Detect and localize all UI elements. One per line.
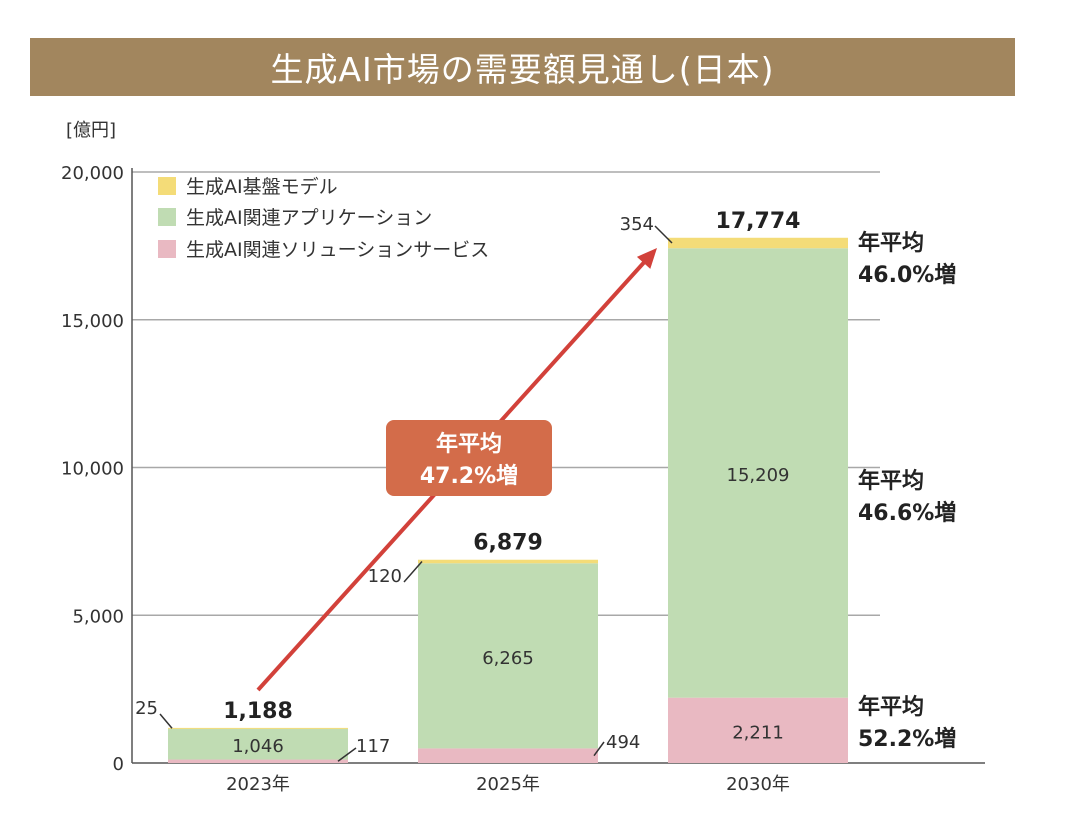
y-tick-label: 5,000 (72, 606, 124, 627)
data-label: 494 (606, 732, 640, 753)
y-tick-label: 10,000 (61, 459, 124, 480)
segment-cagr-line2: 52.2%増 (858, 726, 956, 752)
y-tick-label: 20,000 (61, 163, 124, 184)
chart-title: 生成AI市場の需要額見通し(日本) (270, 50, 775, 89)
total-label: 1,188 (223, 699, 293, 724)
x-tick-label: 2025年 (476, 774, 540, 795)
legend-label: 生成AI基盤モデル (186, 176, 338, 198)
y-axis-unit: [億円] (66, 120, 116, 141)
segment-cagr-line2: 46.0%増 (858, 262, 956, 288)
x-tick-label: 2023年 (226, 774, 290, 795)
x-tick-label: 2030年 (726, 774, 790, 795)
bar-segment (168, 728, 348, 760)
growth-arrow-head (636, 248, 657, 269)
data-label: 2,211 (732, 722, 784, 743)
bar-segment (418, 748, 598, 763)
bar-segment (668, 248, 848, 698)
bar-segment (418, 563, 598, 749)
cagr-badge-line2: 47.2%増 (420, 463, 518, 489)
bar-segment (668, 237, 848, 249)
data-label: 354 (620, 214, 654, 235)
y-tick-label: 15,000 (61, 311, 124, 332)
leader-line (593, 741, 605, 757)
total-label: 6,879 (473, 531, 543, 556)
bar-segment (168, 727, 348, 729)
segment-cagr-line2: 46.6%増 (858, 500, 956, 526)
legend-swatch (158, 208, 176, 226)
data-label: 25 (135, 698, 158, 719)
data-label: 120 (368, 566, 402, 587)
segment-cagr-line1: 年平均 (858, 694, 924, 720)
leader-line (337, 747, 357, 762)
segment-cagr-line1: 年平均 (858, 230, 924, 256)
data-label: 1,046 (232, 736, 284, 757)
leader-line (403, 561, 423, 583)
segment-cagr-line1: 年平均 (858, 468, 924, 494)
total-label: 17,774 (716, 209, 801, 234)
cagr-badge-line1: 年平均 (436, 431, 502, 457)
y-tick-label: 0 (113, 754, 124, 775)
legend-swatch (158, 240, 176, 258)
bar-segment (168, 759, 348, 763)
data-label: 6,265 (482, 648, 534, 669)
title-banner: 生成AI市場の需要額見通し(日本) (30, 38, 1015, 96)
cagr-badge (386, 420, 552, 496)
legend-swatch (158, 177, 176, 195)
leader-line (159, 713, 173, 729)
bar-segment (668, 697, 848, 763)
data-label: 117 (356, 736, 390, 757)
bar-segment (418, 559, 598, 564)
leader-line (654, 225, 673, 244)
legend-label: 生成AI関連アプリケーション (186, 207, 432, 229)
data-label: 15,209 (727, 465, 790, 486)
legend-label: 生成AI関連ソリューションサービス (186, 239, 489, 261)
